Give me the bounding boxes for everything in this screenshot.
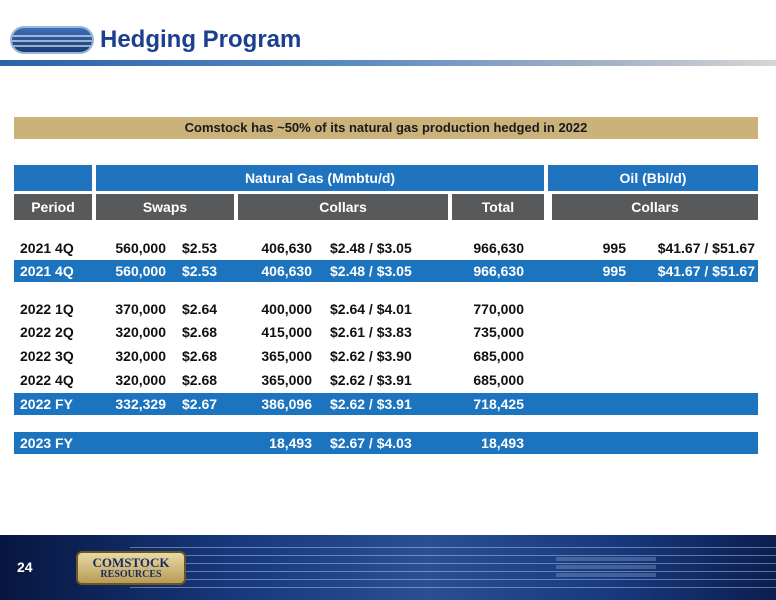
comstock-logo: COMSTOCK RESOURCES [76, 551, 186, 585]
swap-volume-cell: 560,000 [115, 263, 166, 279]
collar-volume-cell: 365,000 [261, 372, 312, 388]
collar-price-cell: $2.48 / $3.05 [330, 240, 412, 256]
title-divider [0, 60, 776, 66]
collar-price-cell: $2.67 / $4.03 [330, 435, 412, 451]
period-column-header: Period [14, 194, 92, 220]
collar-volume-cell: 400,000 [261, 301, 312, 317]
collar-price-cell: $2.62 / $3.90 [330, 348, 412, 364]
total-cell: 718,425 [473, 396, 524, 412]
collar-volume-cell: 386,096 [261, 396, 312, 412]
period-cell: 2022 1Q [20, 301, 74, 317]
period-cell: 2021 4Q [20, 240, 74, 256]
period-cell: 2022 FY [20, 396, 73, 412]
slide-footer: 24 COMSTOCK RESOURCES [0, 535, 776, 600]
table-row: 2021 4Q 560,000 $2.53 406,630 $2.48 / $3.05 9… [14, 260, 758, 282]
total-cell: 966,630 [473, 263, 524, 279]
swap-price-cell: $2.64 [182, 301, 218, 317]
collar-volume-cell: 18,493 [269, 435, 312, 451]
collar-volume-cell: 415,000 [261, 324, 312, 340]
swaps-column-header: Swaps [96, 194, 234, 220]
table-row: 2022 4Q 320,000 $2.68 365,000 $2.62 / $3.91 6… [14, 369, 758, 391]
collar-volume-cell: 365,000 [261, 348, 312, 364]
swap-volume-cell: 560,000 [115, 240, 166, 256]
total-cell: 770,000 [473, 301, 524, 317]
logo-text-bottom: RESOURCES [100, 569, 162, 580]
hedge-summary-banner: Comstock has ~50% of its natural gas pro… [14, 117, 758, 139]
period-cell: 2022 3Q [20, 348, 74, 364]
total-cell: 735,000 [473, 324, 524, 340]
footer-watermark-icon [556, 553, 656, 583]
collar-price-cell: $2.62 / $3.91 [330, 372, 412, 388]
period-header-spacer [14, 165, 92, 191]
swap-price-cell: $2.68 [182, 348, 218, 364]
page-number: 24 [17, 559, 33, 575]
table-row: 2021 4Q 560,000 $2.53 406,630 $2.48 / $3.05 9… [14, 237, 758, 259]
swap-price-cell: $2.53 [182, 263, 218, 279]
swap-volume-cell: 320,000 [115, 372, 166, 388]
swap-volume-cell: 320,000 [115, 324, 166, 340]
collar-price-cell: $2.48 / $3.05 [330, 263, 412, 279]
oil-volume-cell: 995 [602, 240, 626, 256]
total-cell: 685,000 [473, 348, 524, 364]
oil-price-cell: $41.67 / $51.67 [657, 263, 755, 279]
logo-text-top: COMSTOCK [92, 555, 170, 570]
collar-price-cell: $2.62 / $3.91 [330, 396, 412, 412]
period-cell: 2021 4Q [20, 263, 74, 279]
collar-price-cell: $2.61 / $3.83 [330, 324, 412, 340]
natural-gas-group-header: Natural Gas (Mmbtu/d) [96, 165, 544, 191]
total-cell: 966,630 [473, 240, 524, 256]
oil-price-cell: $41.67 / $51.67 [657, 240, 755, 256]
period-cell: 2022 2Q [20, 324, 74, 340]
swap-volume-cell: 332,329 [115, 396, 166, 412]
total-cell: 685,000 [473, 372, 524, 388]
slide-header: Hedging Program [0, 0, 776, 66]
swap-price-cell: $2.67 [182, 396, 218, 412]
oil-group-header: Oil (Bbl/d) [548, 165, 758, 191]
swap-volume-cell: 370,000 [115, 301, 166, 317]
table-row: 2022 FY 332,329 $2.67 386,096 $2.62 / $3.91 7… [14, 393, 758, 415]
table-row: 2022 2Q 320,000 $2.68 415,000 $2.61 / $3.83 7… [14, 321, 758, 343]
page-title: Hedging Program [100, 26, 302, 53]
period-cell: 2023 FY [20, 435, 73, 451]
table-row: 2022 3Q 320,000 $2.68 365,000 $2.62 / $3.90 6… [14, 345, 758, 367]
collar-volume-cell: 406,630 [261, 263, 312, 279]
period-cell: 2022 4Q [20, 372, 74, 388]
swap-volume-cell: 320,000 [115, 348, 166, 364]
swap-price-cell: $2.68 [182, 372, 218, 388]
collar-price-cell: $2.64 / $4.01 [330, 301, 412, 317]
swap-price-cell: $2.53 [182, 240, 218, 256]
collar-volume-cell: 406,630 [261, 240, 312, 256]
collars-column-header: Collars [238, 194, 448, 220]
table-row: 2022 1Q 370,000 $2.64 400,000 $2.64 / $4.01 7… [14, 298, 758, 320]
table-row: 2023 FY 18,493 $2.67 / $4.03 18,493 [14, 432, 758, 454]
swap-price-cell: $2.68 [182, 324, 218, 340]
oil-collars-column-header: Collars [552, 194, 758, 220]
total-cell: 18,493 [481, 435, 524, 451]
total-column-header: Total [452, 194, 544, 220]
oil-volume-cell: 995 [602, 263, 626, 279]
company-logo-icon [10, 26, 94, 54]
